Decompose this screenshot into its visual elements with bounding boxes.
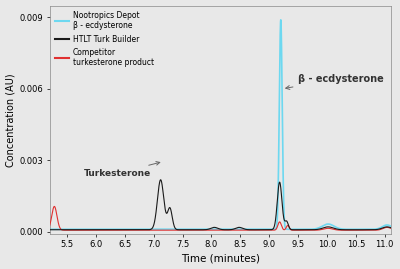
Text: Turkesterone: Turkesterone bbox=[84, 162, 160, 178]
Y-axis label: Concentration (AU): Concentration (AU) bbox=[6, 73, 16, 167]
Text: β - ecdysterone: β - ecdysterone bbox=[286, 74, 384, 90]
X-axis label: Time (minutes): Time (minutes) bbox=[181, 253, 260, 263]
Legend: Nootropics Depot
β - ecdysterone, HTLT Turk Builder, Competitor
turkesterone pro: Nootropics Depot β - ecdysterone, HTLT T… bbox=[52, 8, 157, 70]
